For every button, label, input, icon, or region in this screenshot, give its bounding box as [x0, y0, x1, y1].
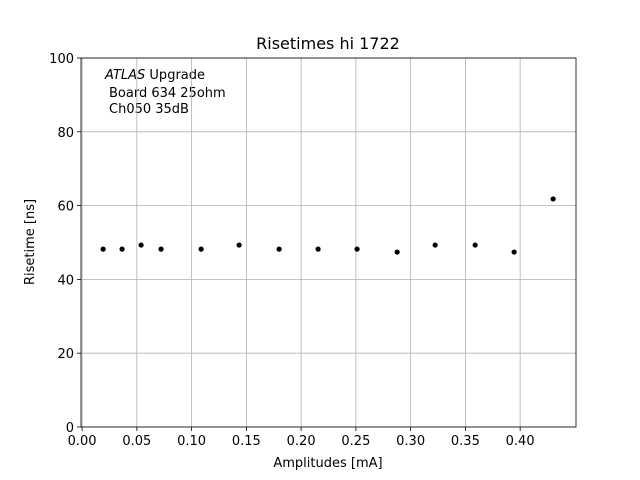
point: [100, 246, 106, 252]
annotation-text: Upgrade: [149, 68, 205, 83]
point: [119, 246, 125, 252]
point: [198, 246, 204, 252]
y-tick-label: 40: [57, 273, 74, 288]
point: [138, 242, 144, 248]
x-tick-label: 0.05: [122, 434, 151, 449]
annotation-line: Ch050 35dB: [109, 102, 189, 117]
point: [472, 242, 478, 248]
y-tick-label: 100: [49, 52, 74, 67]
y-axis-label: Risetime [ns]: [23, 199, 38, 285]
point: [432, 242, 438, 248]
y-tick-label: 80: [57, 126, 74, 141]
point: [511, 249, 517, 255]
y-tick-label: 20: [57, 347, 74, 362]
x-tick-label: 0.30: [396, 434, 425, 449]
y-tick-label: 0: [66, 421, 74, 436]
x-tick-label: 0.35: [451, 434, 480, 449]
point: [354, 246, 360, 252]
chart-title: Risetimes hi 1722: [256, 34, 400, 53]
annotation: ATLAS Upgrade: [104, 68, 205, 83]
y-tick-label: 60: [57, 200, 74, 215]
x-tick-label: 0.20: [287, 434, 316, 449]
point: [158, 246, 164, 252]
x-axis-label: Amplitudes [mA]: [273, 456, 382, 471]
point: [315, 246, 321, 252]
annotation-italic: ATLAS: [104, 68, 145, 83]
point: [276, 246, 282, 252]
x-tick-label: 0.00: [68, 434, 97, 449]
plot-frame: [80, 57, 577, 428]
x-tick-label: 0.40: [506, 434, 535, 449]
point: [236, 242, 242, 248]
point: [394, 249, 400, 255]
x-tick-label: 0.10: [177, 434, 206, 449]
x-tick-label: 0.25: [341, 434, 370, 449]
x-tick-label: 0.15: [232, 434, 261, 449]
point: [550, 196, 556, 202]
annotation-line: Board 634 25ohm: [109, 86, 226, 101]
